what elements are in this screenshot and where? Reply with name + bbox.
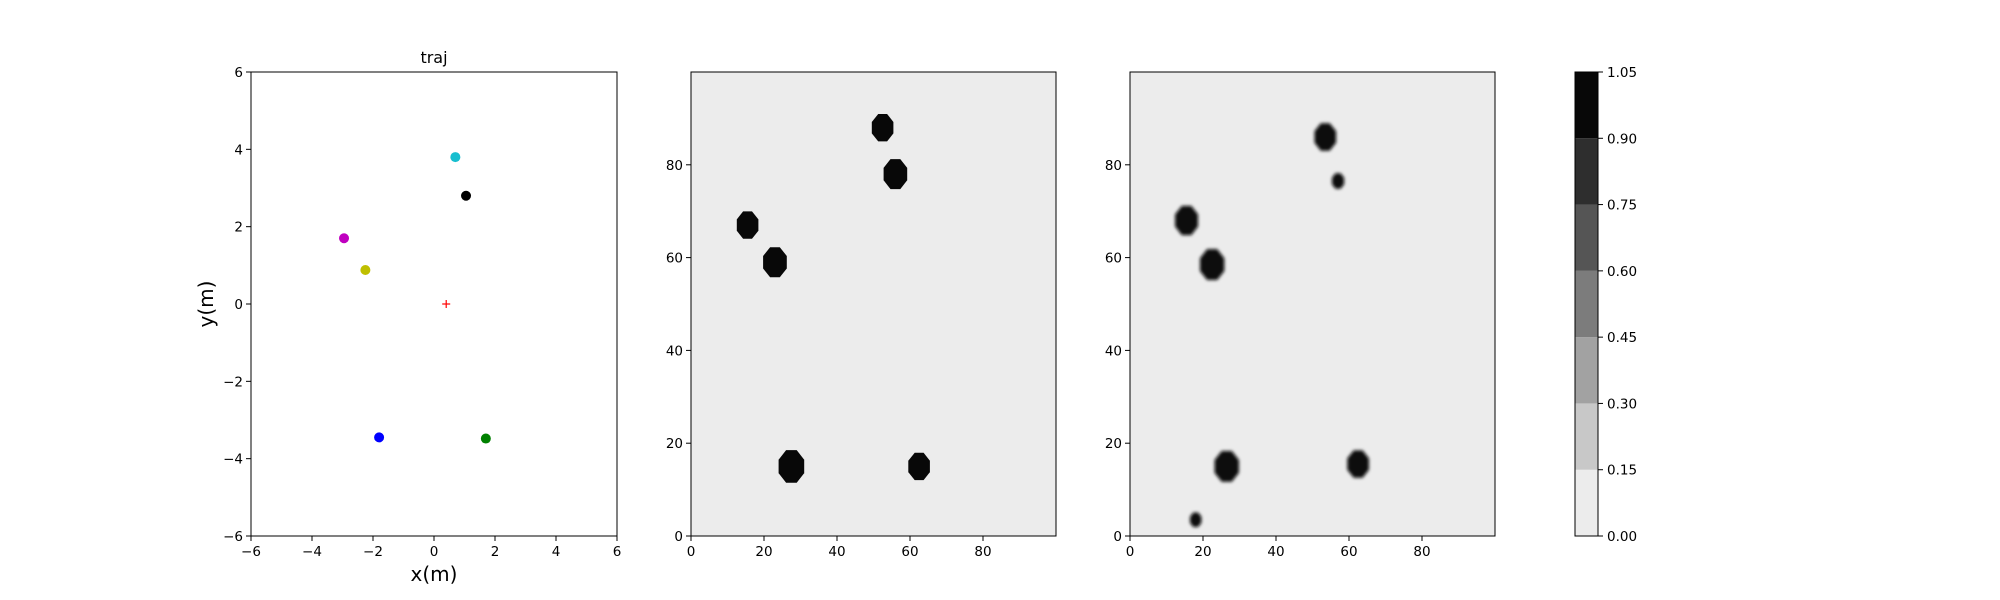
scatter-point [450,152,461,163]
scatter-point-plus [442,300,451,308]
heatmap-1-x-tick-label: 60 [901,544,918,560]
scatter-point [374,432,385,443]
scatter-y-tick-label: −2 [223,374,243,390]
heatmap-2-x-tick-label: 40 [1267,544,1284,560]
heatmap-2-obstacle-blob [1190,512,1202,527]
heatmap-1-y-tick-label: 40 [666,343,683,359]
heatmap-1-y-ticks: 0 20 40 60 80 [666,158,691,545]
heatmap-1-y-tick-label: 80 [666,158,683,174]
heatmap-2-obstacle-blob [1332,173,1345,189]
scatter-x-tick-label: 0 [430,544,439,560]
colorbar-band [1575,403,1598,470]
scatter-y-tick-label: 4 [234,142,243,158]
scatter-point [339,233,350,244]
heatmap-1-x-ticks: 0 20 40 60 80 [687,536,992,560]
scatter-x-tick-label: −4 [302,544,322,560]
heatmap-1-background [691,72,1056,536]
trajectory-scatter-panel: traj −6 −4 −2 0 2 4 6 −6 −4 −2 0 2 4 6 x(m) y(m) [194,48,621,586]
heatmap-1-x-tick-label: 40 [828,544,845,560]
heatmap-2-background [1130,72,1495,536]
heatmap-1-obstacle-blob [908,452,930,481]
colorbar-tick-label: 0.90 [1607,131,1637,147]
scatter-x-tick-label: −6 [241,544,261,560]
scatter-x-tick-label: 2 [491,544,500,560]
colorbar-tick-label: 0.75 [1607,198,1637,214]
heatmap-2-y-tick-label: 80 [1105,158,1122,174]
heatmap-1-x-tick-label: 0 [687,544,696,560]
colorbar-ticks: 0.00 0.15 0.30 0.45 0.60 0.75 0.90 1.05 [1598,65,1637,545]
heatmap-2-frame [1129,71,1496,537]
scatter-y-tick-label: 6 [234,65,243,81]
heatmap-1-y-tick-label: 0 [674,529,683,545]
colorbar: 0.00 0.15 0.30 0.45 0.60 0.75 0.90 1.05 [1574,65,1637,545]
heatmap-1-obstacle-blob [883,159,908,190]
colorbar-band [1575,337,1598,404]
colorbar-band [1575,138,1598,205]
colorbar-tick-label: 0.00 [1607,529,1637,545]
heatmap-1-obstacle-blob [763,247,787,278]
heatmap-2-x-ticks: 0 20 40 60 80 [1126,536,1431,560]
colorbar-tick-label: 0.30 [1607,396,1637,412]
heatmap-2-obstacle-blob [1347,450,1369,478]
colorbar-tick-label: 0.60 [1607,264,1637,280]
colorbar-tick-label: 0.15 [1607,463,1637,479]
scatter-y-tick-label: 0 [234,297,243,313]
heatmap-1-obstacle-blob [871,114,894,142]
occupancy-map-panel-1: 0 20 40 60 80 0 20 40 60 80 [666,71,1057,560]
heatmap-2-y-ticks: 0 20 40 60 80 [1105,158,1130,545]
colorbar-tick-label: 1.05 [1607,65,1637,81]
scatter-x-label: x(m) [411,562,458,586]
heatmap-2-obstacle-blob [1314,123,1337,151]
scatter-point [461,190,472,201]
heatmap-2-y-tick-label: 0 [1113,529,1122,545]
heatmap-1-frame [690,71,1057,537]
heatmap-2-x-tick-label: 20 [1194,544,1211,560]
scatter-y-tick-label: −4 [223,452,243,468]
heatmap-2-x-tick-label: 0 [1126,544,1135,560]
scatter-title: traj [420,48,447,67]
scatter-point [360,264,371,275]
colorbar-band [1575,469,1598,536]
scatter-y-tick-label: 2 [234,220,243,236]
scatter-frame [250,71,618,537]
heatmap-2-y-tick-label: 20 [1105,436,1122,452]
scatter-x-tick-label: 4 [552,544,561,560]
colorbar-band [1575,72,1598,139]
colorbar-bands [1575,72,1598,536]
colorbar-band [1575,270,1598,338]
heatmap-2-y-tick-label: 40 [1105,343,1122,359]
heatmap-1-x-tick-label: 80 [974,544,991,560]
colorbar-band [1575,204,1598,271]
heatmap-2-blobs [1175,123,1369,527]
heatmap-1-y-tick-label: 60 [666,251,683,267]
heatmap-2-y-tick-label: 60 [1105,251,1122,267]
scatter-x-ticks: −6 −4 −2 0 2 4 6 [241,536,621,560]
occupancy-map-panel-2: 0 20 40 60 80 0 20 40 60 80 [1105,71,1496,560]
scatter-y-ticks: −6 −4 −2 0 2 4 6 [223,65,251,545]
scatter-y-tick-label: −6 [223,529,243,545]
scatter-x-tick-label: 6 [613,544,622,560]
heatmap-1-obstacle-blob [778,450,805,483]
heatmap-2-x-tick-label: 80 [1413,544,1430,560]
heatmap-2-obstacle-blob [1200,249,1225,280]
heatmap-2-x-tick-label: 60 [1340,544,1357,560]
heatmap-2-obstacle-blob [1175,205,1198,236]
heatmap-1-blobs [736,114,930,483]
scatter-point [480,433,491,444]
heatmap-1-y-tick-label: 20 [666,436,683,452]
scatter-y-label: y(m) [194,281,218,328]
colorbar-tick-label: 0.45 [1607,330,1637,346]
heatmap-2-obstacle-blob [1214,451,1239,482]
scatter-x-tick-label: −2 [363,544,383,560]
heatmap-1-x-tick-label: 20 [755,544,772,560]
colorbar-frame [1574,71,1599,537]
heatmap-1-obstacle-blob [736,211,759,239]
scatter-points [339,152,491,444]
